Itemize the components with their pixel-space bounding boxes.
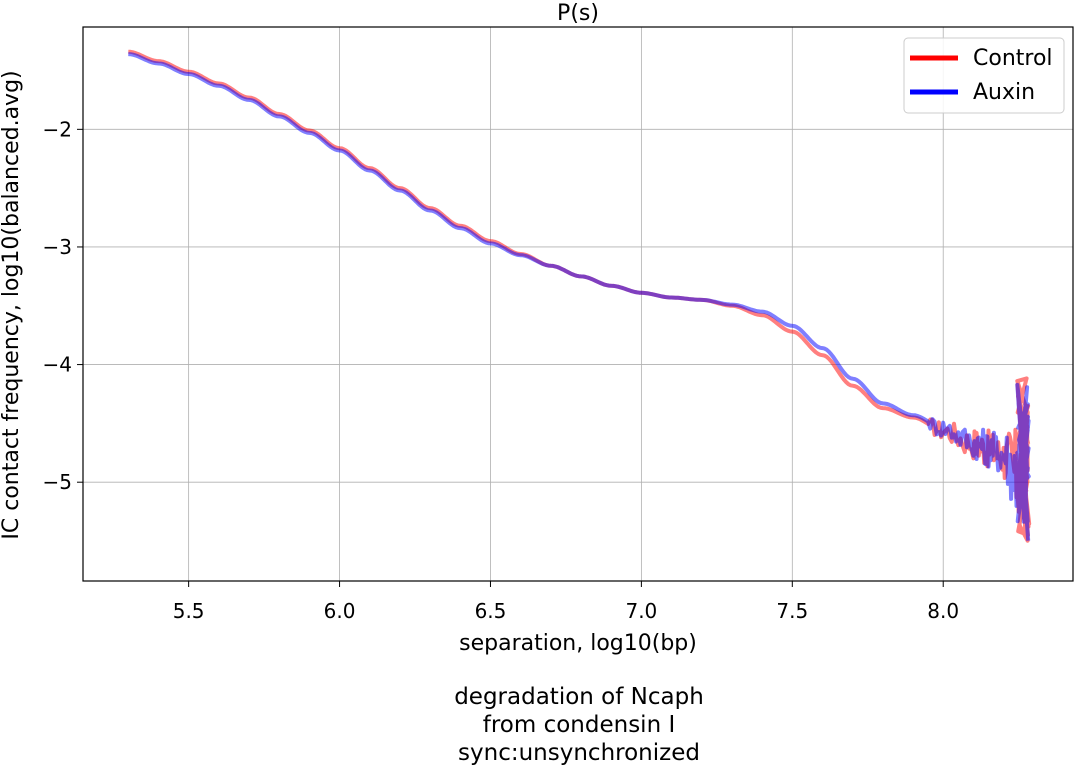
y-tick-label: −4 (43, 353, 72, 377)
plot-frame (82, 26, 1074, 582)
x-tick-label: 8.0 (927, 599, 959, 623)
chart-caption: degradation of Ncaph from condensin I sy… (0, 683, 1074, 767)
grid (83, 27, 1073, 581)
y-tick-label: −3 (43, 235, 72, 259)
x-tick-label: 7.0 (625, 599, 657, 623)
series-layer (128, 49, 1032, 543)
y-tick-label: −2 (43, 117, 72, 141)
x-tick-label: 6.0 (324, 599, 356, 623)
caption-line-3: sync:unsynchronized (458, 740, 700, 766)
x-tick-label: 5.5 (173, 599, 205, 623)
chart-title: P(s) (557, 1, 599, 26)
caption-line-2: from condensin I (482, 712, 676, 738)
x-axis-title: separation, log10(bp) (459, 631, 697, 656)
y-axis-title: IC contact frequency, log10(balanced.avg… (0, 70, 24, 539)
x-tick-label: 6.5 (475, 599, 507, 623)
axis-ticks: 5.5 6.0 6.5 7.0 7.5 8.0 −2 −3 −4 −5 (43, 117, 960, 623)
caption-line-1: degradation of Ncaph (454, 684, 704, 710)
legend: Control Auxin (903, 37, 1065, 114)
legend-label-auxin: Auxin (973, 80, 1035, 105)
legend-label-control: Control (973, 46, 1053, 71)
y-tick-label: −5 (43, 470, 72, 494)
series-line-control (128, 49, 1032, 543)
x-tick-label: 7.5 (776, 599, 808, 623)
series-line-auxin (128, 52, 1031, 541)
